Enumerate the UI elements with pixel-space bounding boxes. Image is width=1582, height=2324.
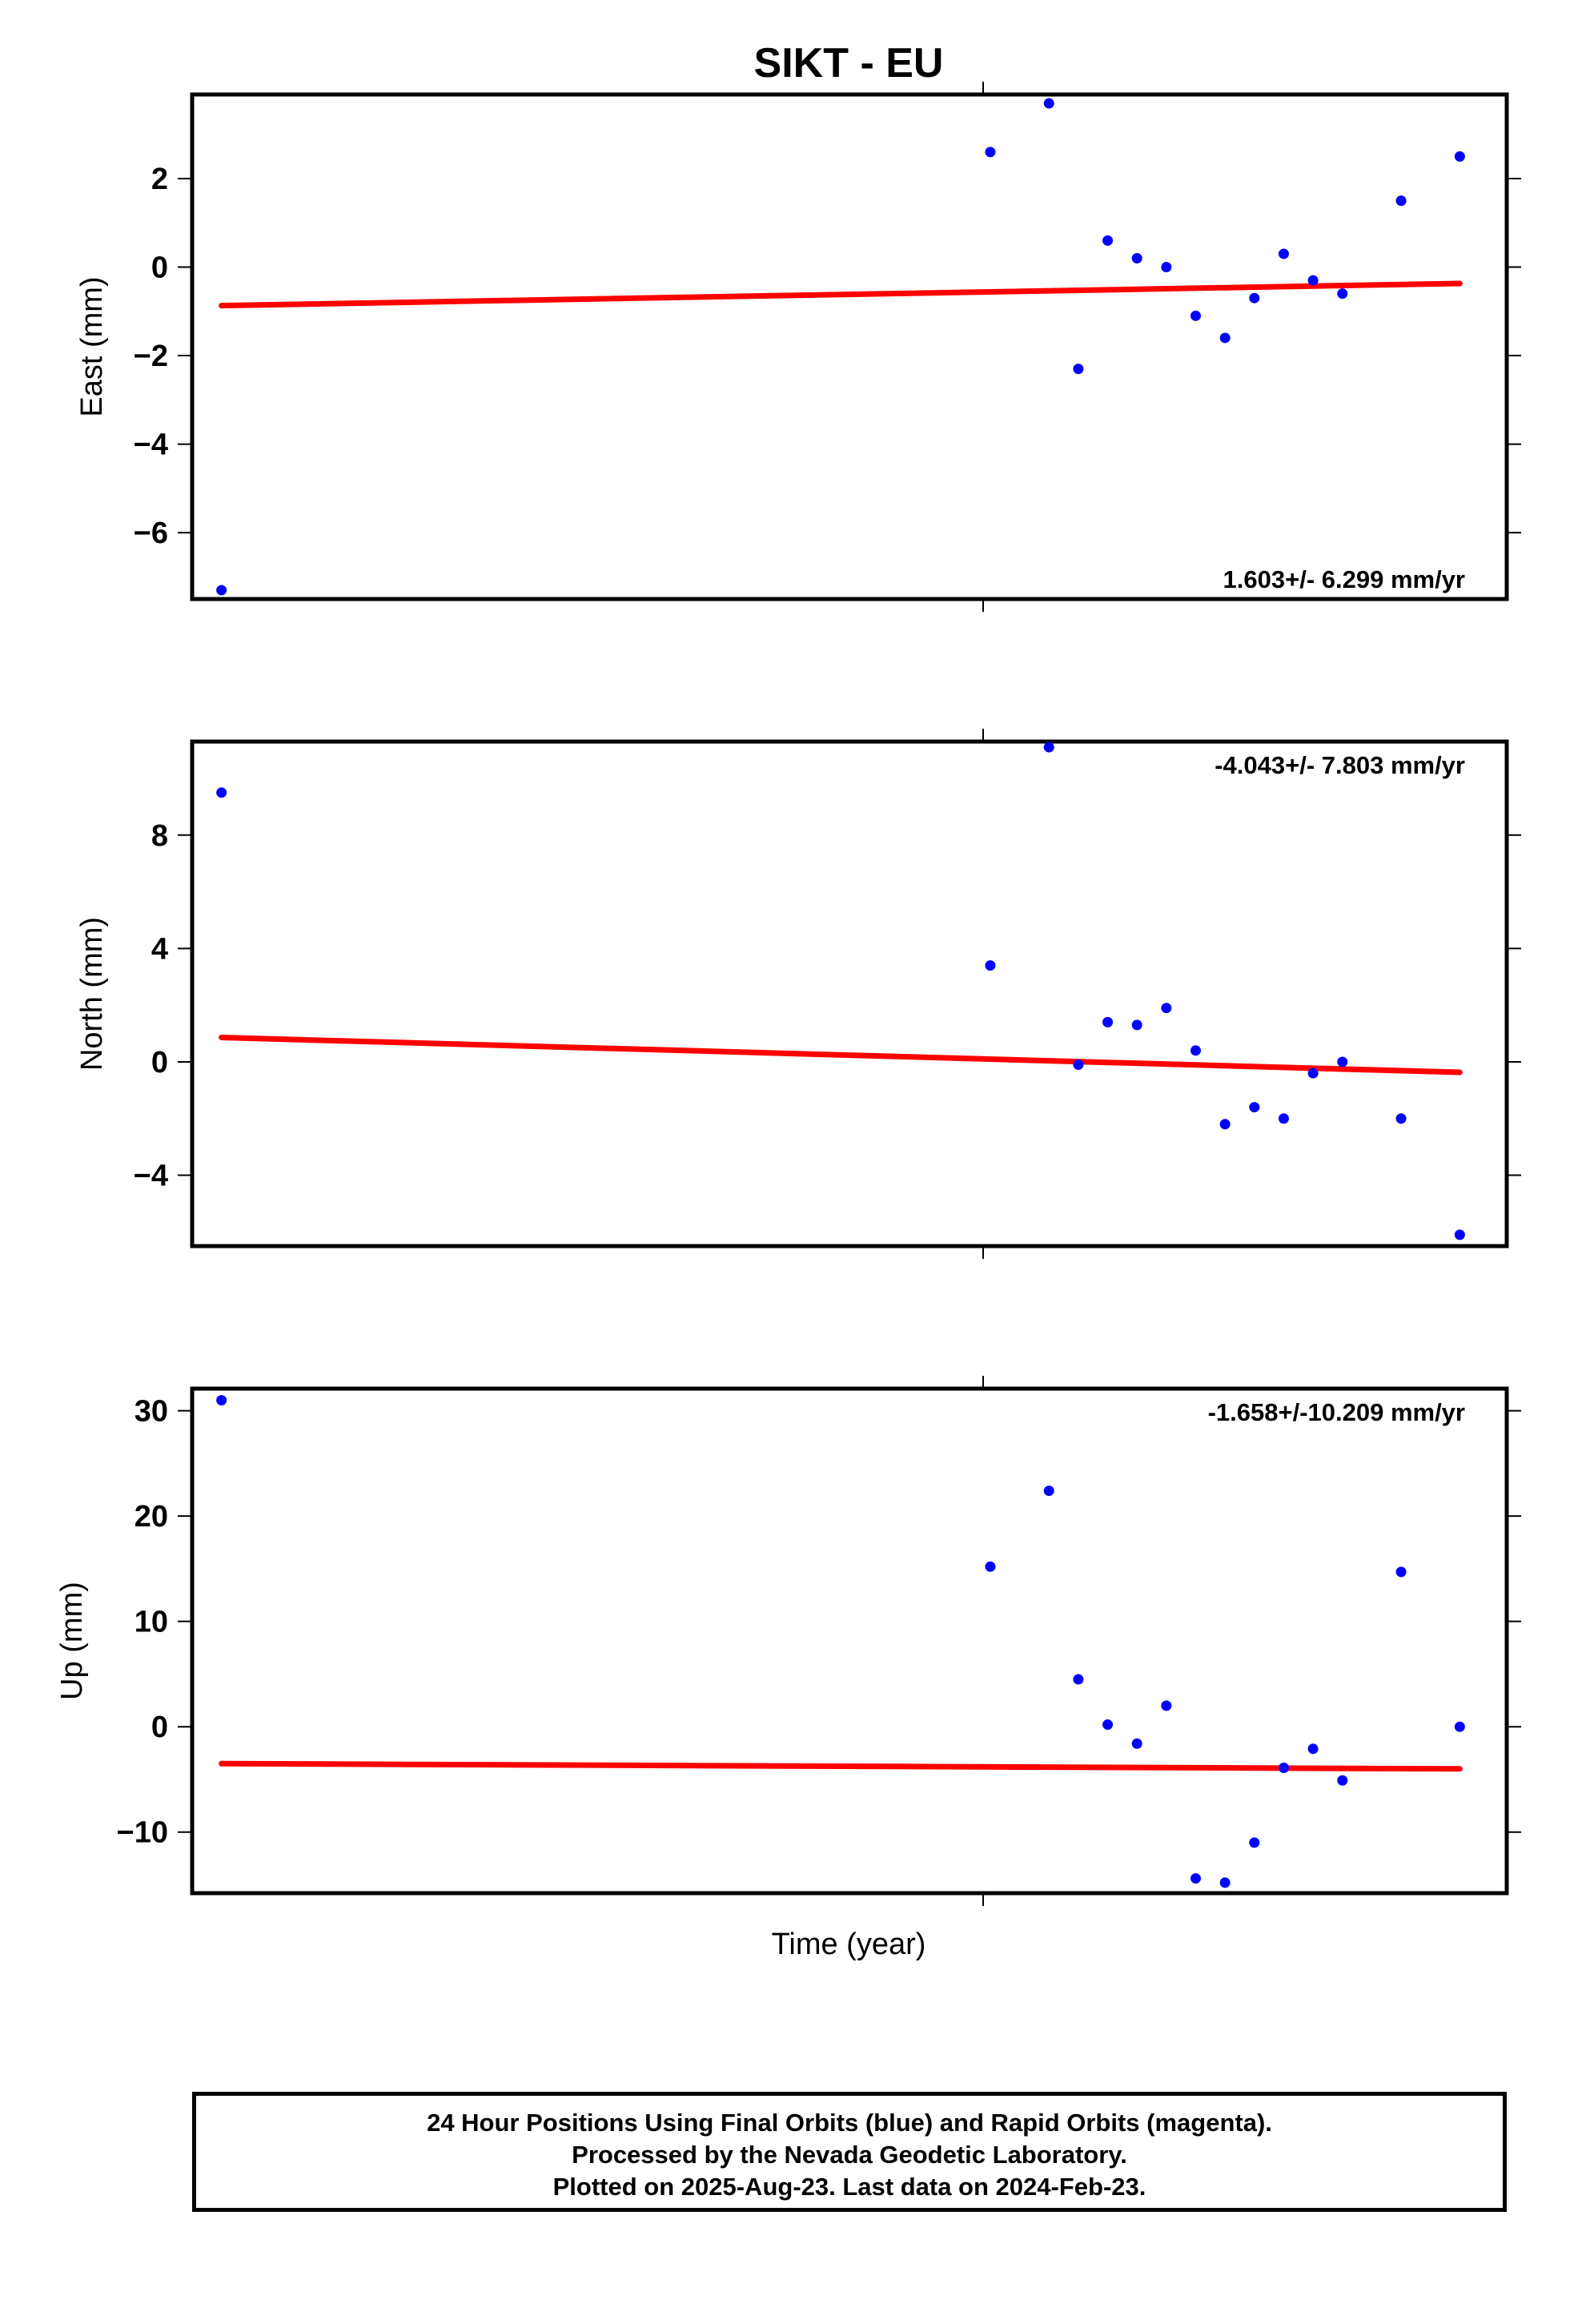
north-data-point [985,960,996,971]
east-data-point [1337,288,1348,300]
up-data-point [1249,1837,1260,1848]
east-y-tick-label: 0 [151,251,168,285]
north-data-point [1043,742,1054,753]
north-data-point [1073,1059,1084,1070]
north-y-tick-label: −4 [134,1160,168,1193]
x-axis-label: Time (year) [772,1928,926,1961]
north-data-point [1395,1113,1407,1124]
east-y-axis-label: East (mm) [75,276,109,416]
up-data-point [1278,1762,1289,1773]
east-data-point [216,585,227,596]
east-data-point [1190,310,1201,321]
north-data-point [1278,1113,1289,1124]
north-data-point [216,787,227,798]
up-data-point [1161,1700,1172,1711]
east-y-tick-label: 2 [151,163,168,196]
north-y-tick-label: 8 [151,819,168,853]
up-data-point [1131,1738,1142,1749]
east-data-point [1131,252,1142,263]
north-data-point [1337,1056,1348,1068]
north-y-tick-label: 0 [151,1046,168,1080]
east-data-point [1249,292,1260,304]
east-data-point [1454,151,1465,162]
up-data-point [1073,1674,1084,1685]
up-data-point [1454,1721,1465,1732]
caption-line: Processed by the Nevada Geodetic Laborat… [572,2141,1127,2169]
north-data-point [1131,1019,1142,1031]
up-data-point [1337,1775,1348,1786]
east-y-tick-label: −6 [134,517,168,550]
north-data-point [1219,1119,1231,1130]
north-y-axis-label: North (mm) [75,917,109,1071]
north-trend-line [219,1035,1463,1076]
north-data-point [1454,1229,1465,1240]
north-panel-frame [190,739,1509,1248]
east-data-point [1307,275,1319,286]
up-data-point [1190,1873,1201,1884]
north-y-tick-label: 4 [151,932,168,966]
east-trend-line [219,280,1463,309]
east-data-point [1395,195,1407,207]
north-data-point [1190,1045,1201,1056]
north-data-point [1102,1016,1114,1027]
up-data-point [1219,1877,1231,1888]
east-y-tick-label: −2 [134,340,168,373]
east-panel-frame [190,92,1509,601]
east-data-point [1219,332,1231,344]
up-y-tick-label: 0 [151,1711,168,1744]
up-data-point [1307,1743,1319,1755]
up-data-point [1395,1566,1407,1578]
north-rate-label: -4.043+/- 7.803 mm/yr [1215,751,1465,779]
up-y-tick-label: 20 [135,1500,168,1534]
north-data-point [1307,1068,1319,1079]
caption-box: 24 Hour Positions Using Final Orbits (bl… [192,2092,1507,2212]
north-data-point [1161,1003,1172,1014]
up-y-tick-label: 10 [135,1606,168,1639]
east-data-point [1043,98,1054,109]
east-data-point [1278,248,1289,259]
up-data-point [1043,1486,1054,1497]
east-data-point [1102,235,1114,246]
up-rate-label: -1.658+/-10.209 mm/yr [1208,1398,1465,1426]
east-data-point [985,147,996,158]
up-data-point [216,1394,227,1405]
east-rate-label: 1.603+/- 6.299 mm/yr [1223,565,1465,593]
north-data-point [1249,1102,1260,1113]
east-y-tick-label: −4 [134,428,168,462]
caption-line: Plotted on 2025-Aug-23. Last data on 202… [552,2173,1146,2201]
east-data-point [1073,364,1084,375]
up-data-point [985,1561,996,1572]
up-y-tick-label: −10 [117,1816,168,1850]
up-panel-frame [190,1386,1509,1896]
chart-title: SIKT - EU [754,40,944,86]
up-y-tick-label: 30 [135,1395,168,1429]
caption-line: 24 Hour Positions Using Final Orbits (bl… [427,2109,1272,2137]
east-data-point [1161,262,1172,273]
up-data-point [1102,1719,1114,1731]
up-trend-line [219,1760,1463,1772]
up-y-axis-label: Up (mm) [55,1582,89,1700]
